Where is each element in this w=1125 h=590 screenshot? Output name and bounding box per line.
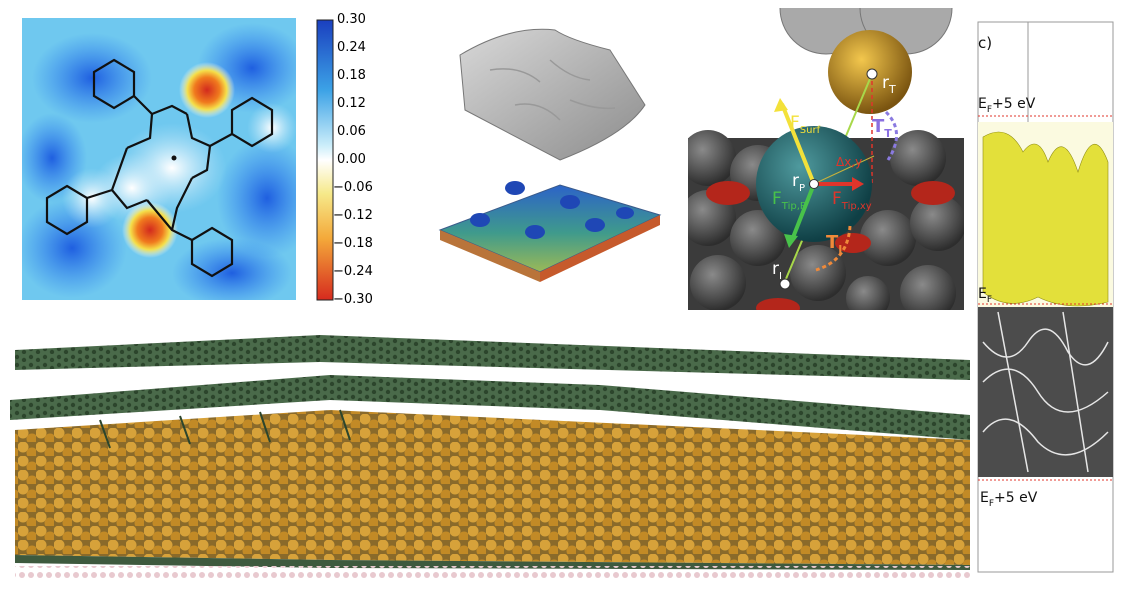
grey-potential-surface (459, 28, 646, 161)
colorbar-tick: 0.18 (337, 68, 366, 83)
colorbar-tick: −0.18 (333, 236, 373, 251)
r-p-point (809, 179, 819, 189)
label-f-tip-xy: FTip,xy (832, 189, 872, 212)
tip-atoms (779, 8, 953, 114)
energy-level-lines (978, 115, 1113, 481)
label-f-tip-r: FTip,R (772, 189, 807, 212)
colorbar-tick: 0.24 (337, 40, 366, 55)
layered-atomic-structure (10, 335, 970, 580)
r-t-point (866, 68, 878, 80)
label-t-t: TT (872, 116, 892, 140)
colorbar-tick: −0.24 (333, 264, 373, 279)
colorbar-tick: −0.30 (333, 292, 373, 307)
probe-tip-model: rT TT FSurf Δx,y rP FTip,R FTip,xy TI rI (688, 8, 964, 310)
label-r-p: rP (792, 171, 805, 194)
gold-bulk (15, 410, 970, 565)
band-lines (982, 311, 1109, 473)
dxy-line (817, 155, 875, 183)
colorbar: 0.30 0.24 0.18 0.12 0.06 0.00 −0.06 −0.1… (316, 12, 376, 307)
graphene-layer-second (10, 375, 970, 440)
band-structure-isosurface: c) EF+5 eV EF EF+5 eV (977, 21, 1114, 573)
negative-region-top (179, 62, 235, 118)
panel-label-c: c) (978, 34, 992, 52)
hydrogen-termination (15, 566, 970, 580)
label-ef-plus-5-bottom: EF+5 eV (980, 490, 1038, 509)
label-r-t: rT (882, 73, 896, 96)
label-f-surf: FSurf (790, 113, 821, 136)
interlayer-bonds (99, 409, 351, 449)
surface-renderings (438, 28, 662, 282)
vector-field-surface (438, 181, 662, 282)
graphene-layer-top (15, 335, 970, 380)
negative-region-bottom (122, 202, 178, 258)
label-t-i: TI (826, 232, 842, 256)
electrostatic-potential-map (22, 18, 296, 300)
colorbar-graphic (316, 19, 334, 301)
colorbar-tick: 0.30 (337, 12, 366, 27)
torsion-arc-top (884, 110, 898, 161)
label-ef: EF (978, 286, 992, 305)
molecule-skeleton (45, 58, 274, 278)
f-tip-r-arrow (790, 183, 816, 241)
label-r-i: rI (772, 259, 782, 282)
torsion-arc-bottom (815, 225, 852, 272)
colorbar-tick: −0.12 (333, 208, 373, 223)
center-marker (171, 155, 177, 161)
colorbar-tick: 0.12 (337, 96, 366, 111)
f-surf-arrow (780, 103, 816, 185)
label-delta-xy: Δx,y (836, 155, 862, 169)
r-i-point (779, 278, 791, 290)
colorbar-tick: 0.06 (337, 124, 366, 139)
label-ef-plus-5-top: EF+5 eV (978, 96, 1036, 115)
colorbar-tick: −0.06 (333, 180, 373, 195)
colorbar-gradient (316, 19, 334, 301)
colorbar-tick: 0.00 (337, 152, 366, 167)
band-slice (978, 307, 1113, 477)
